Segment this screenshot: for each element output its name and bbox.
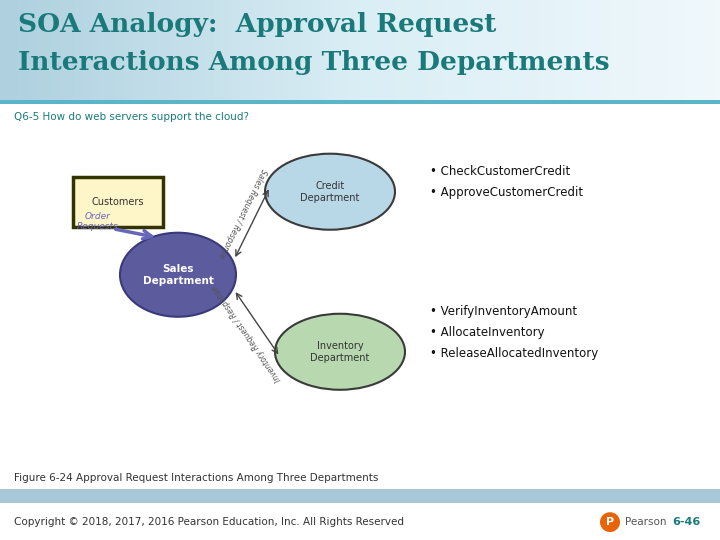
Text: 6-46: 6-46 bbox=[672, 517, 701, 527]
Text: Inventory Request / Response: Inventory Request / Response bbox=[211, 284, 283, 383]
Text: Figure 6-24 Approval Request Interactions Among Three Departments: Figure 6-24 Approval Request Interaction… bbox=[14, 473, 379, 483]
Circle shape bbox=[600, 512, 620, 532]
Text: Copyright © 2018, 2017, 2016 Pearson Education, Inc. All Rights Reserved: Copyright © 2018, 2017, 2016 Pearson Edu… bbox=[14, 517, 404, 527]
Text: • VerifyInventoryAmount
• AllocateInventory
• ReleaseAllocatedInventory: • VerifyInventoryAmount • AllocateInvent… bbox=[430, 305, 598, 360]
Text: Inventory
Department: Inventory Department bbox=[310, 341, 369, 362]
Text: Sales
Department: Sales Department bbox=[143, 264, 213, 286]
Text: P: P bbox=[606, 517, 614, 527]
Text: Order
Requests: Order Requests bbox=[77, 212, 119, 232]
Text: SOA Analogy:  Approval Request: SOA Analogy: Approval Request bbox=[18, 12, 496, 37]
Ellipse shape bbox=[275, 314, 405, 390]
Text: Pearson: Pearson bbox=[625, 517, 667, 527]
Text: Interactions Among Three Departments: Interactions Among Three Departments bbox=[18, 50, 610, 75]
Text: Customers: Customers bbox=[91, 197, 144, 207]
Text: Q6-5 How do web servers support the cloud?: Q6-5 How do web servers support the clou… bbox=[14, 112, 249, 122]
Text: Sales Request / Response: Sales Request / Response bbox=[216, 167, 268, 260]
Text: • CheckCustomerCredit
• ApproveCustomerCredit: • CheckCustomerCredit • ApproveCustomerC… bbox=[430, 165, 583, 199]
Ellipse shape bbox=[265, 154, 395, 230]
Ellipse shape bbox=[120, 233, 236, 317]
Text: Credit
Department: Credit Department bbox=[300, 181, 360, 202]
FancyBboxPatch shape bbox=[73, 177, 163, 227]
